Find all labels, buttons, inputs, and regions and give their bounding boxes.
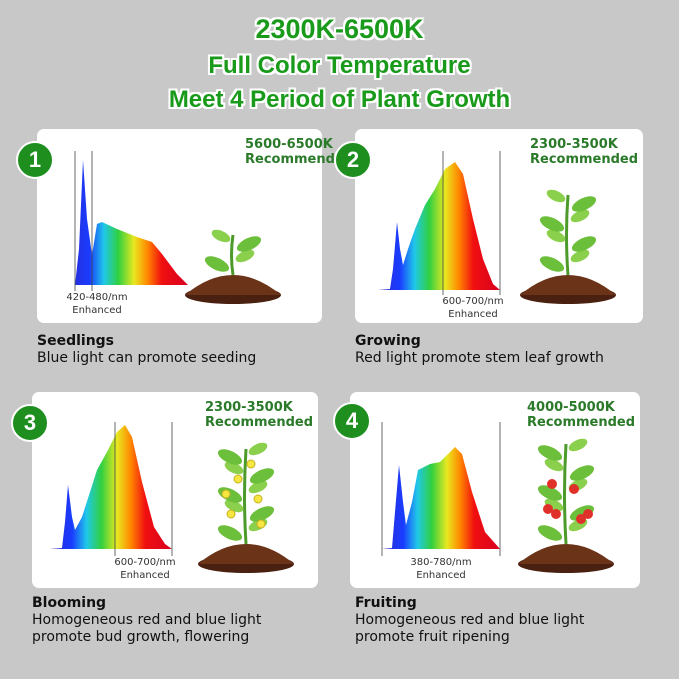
stage-number-badge: 2	[334, 141, 372, 179]
stage-desc-line1: Homogeneous red and blue light	[355, 612, 585, 628]
stage-card-3: 2300-3500K Recommended 600-700/nm Enhanced	[32, 392, 318, 588]
stage-name: Growing	[355, 333, 421, 349]
spectrum-curve	[382, 447, 500, 549]
color-temperature: 5600-6500K	[245, 137, 333, 152]
spectrum-chart	[50, 422, 294, 573]
stage-card-2: 2300-3500K Recommended 600-700/nm Enhanced	[355, 129, 643, 323]
recommended-label: Recommended	[245, 152, 354, 167]
enhanced-label: Enhanced	[448, 309, 498, 320]
spectrum-chart	[378, 151, 616, 304]
stage-description: Blooming Homogeneous red and blue light pr…	[32, 595, 261, 646]
recommended-label: Recommended	[527, 415, 636, 430]
stage-description: Fruiting Homogeneous red and blue light pr…	[355, 595, 584, 646]
enhanced-label: Enhanced	[72, 305, 122, 316]
stage-number-badge: 1	[16, 141, 54, 179]
stage-card-4: 4000-5000K Recommended 380-780/nm Enhanced	[350, 392, 640, 588]
seedling-icon	[185, 229, 281, 304]
wavelength-range: 600-700/nm	[442, 296, 504, 307]
tomato-plant-icon	[518, 438, 614, 573]
color-temperature: 4000-5000K	[527, 400, 615, 415]
spectrum-curve	[378, 162, 500, 290]
headline-full-color: Full Color Temperature	[208, 52, 471, 79]
wavelength-range: 380-780/nm	[410, 557, 472, 568]
stage-description: Growing Red light promote stem leaf growt…	[355, 333, 604, 367]
spectrum-curve	[68, 160, 188, 285]
stage-desc-line1: Homogeneous red and blue light	[32, 612, 262, 628]
growing-plant-icon	[520, 189, 616, 304]
stage-desc-line2: promote bud growth, flowering	[32, 629, 250, 645]
spectrum-chart	[381, 422, 614, 573]
wavelength-range: 600-700/nm	[114, 557, 176, 568]
spectrum-curve	[50, 425, 172, 549]
flowering-plant-icon	[198, 442, 294, 573]
stage-name: Fruiting	[355, 595, 417, 611]
stage-desc-line1: Red light promote stem leaf growth	[355, 350, 604, 366]
color-temperature: 2300-3500K	[205, 400, 293, 415]
recommended-label: Recommended	[205, 415, 314, 430]
headline-plant-growth: Meet 4 Period of Plant Growth	[168, 86, 511, 113]
recommended-label: Recommended	[530, 152, 639, 167]
stage-name: Seedlings	[37, 333, 115, 349]
color-temperature: 2300-3500K	[530, 137, 618, 152]
enhanced-label: Enhanced	[416, 570, 466, 581]
stage-name: Blooming	[32, 595, 107, 611]
stage-description: Seedlings Blue light can promote seeding	[37, 333, 256, 367]
stage-number-badge: 4	[333, 402, 371, 440]
stage-number-badge: 3	[11, 404, 49, 442]
spectrum-chart	[68, 151, 281, 304]
enhanced-label: Enhanced	[120, 570, 170, 581]
stage-desc-line2: promote fruit ripening	[355, 629, 510, 645]
stage-card-1: 5600-6500K Recommended 420-480/nm Enhanced	[37, 129, 353, 323]
headline-temperature: 2300K-6500K	[255, 14, 424, 44]
wavelength-range: 420-480/nm	[66, 292, 128, 303]
stage-desc-line1: Blue light can promote seeding	[37, 350, 257, 366]
